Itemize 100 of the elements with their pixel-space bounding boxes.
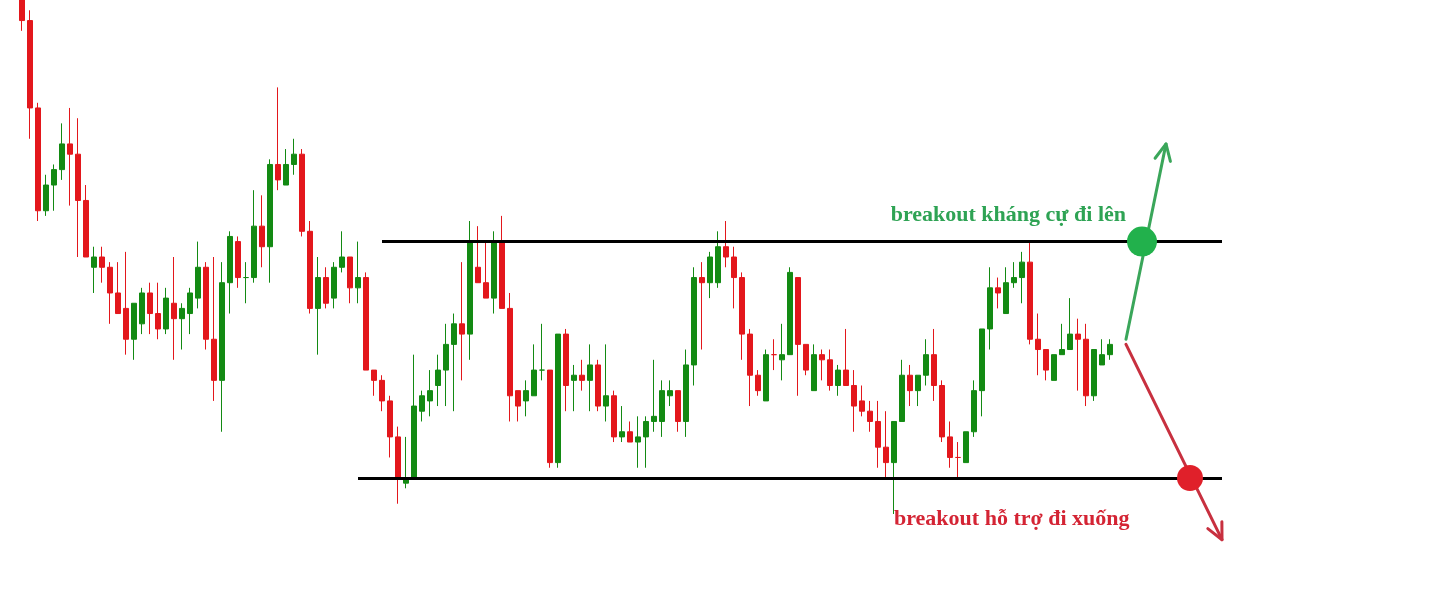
candlestick <box>435 354 441 407</box>
candlestick <box>1059 323 1065 356</box>
candlestick <box>275 86 281 191</box>
candlestick <box>531 343 537 397</box>
candlestick <box>843 328 849 386</box>
candlestick <box>571 364 577 412</box>
candlestick <box>251 189 257 284</box>
candlestick <box>1011 261 1017 289</box>
candlestick <box>27 9 33 140</box>
candlestick <box>171 256 177 361</box>
candlestick <box>219 261 225 433</box>
candlestick <box>755 369 761 397</box>
candlestick <box>323 266 329 309</box>
candlestick <box>483 241 489 299</box>
candlestick <box>587 343 593 412</box>
candlestick <box>163 287 169 335</box>
candlestick <box>611 390 617 443</box>
candlestick <box>99 246 105 284</box>
candlestick <box>179 302 185 351</box>
candlestick <box>67 107 73 207</box>
candlestick <box>331 261 337 309</box>
candlestick <box>43 174 49 217</box>
candlestick <box>451 313 457 412</box>
candlestick <box>379 374 385 412</box>
candlestick <box>827 349 833 392</box>
candlestick <box>235 235 241 289</box>
candlestick <box>707 251 713 299</box>
candlestick <box>1075 318 1081 392</box>
candlestick <box>419 390 425 422</box>
candlestick <box>363 271 369 371</box>
candlestick <box>427 369 433 417</box>
candlestick <box>547 369 553 469</box>
candlestick <box>443 323 449 407</box>
candlestick <box>723 220 729 268</box>
annotation: breakout hỗ trợ đi xuống <box>894 504 1130 530</box>
candlestick <box>763 349 769 402</box>
candlestick <box>107 261 113 325</box>
candlestick <box>515 390 521 422</box>
candlestick <box>739 271 745 361</box>
candlestick <box>507 292 513 422</box>
candlestick <box>563 328 569 412</box>
candlestick <box>603 343 609 422</box>
candlestick <box>155 282 161 340</box>
candlestick <box>1107 338 1113 361</box>
candlestick <box>947 420 953 469</box>
candlestick <box>395 426 401 505</box>
candlestick <box>651 359 657 433</box>
candlestick <box>987 266 993 351</box>
candlestick <box>915 374 921 407</box>
candlestick <box>83 184 89 258</box>
candlestick <box>1043 349 1049 381</box>
candlestick <box>931 328 937 402</box>
candlestick <box>539 323 545 381</box>
candlestick <box>635 415 641 469</box>
candlestick <box>1091 349 1097 402</box>
candlestick <box>243 261 249 304</box>
candlestick <box>819 349 825 381</box>
candlestick <box>491 230 497 315</box>
candlestick <box>579 359 585 392</box>
candlestick <box>267 158 273 284</box>
candlestick <box>595 359 601 412</box>
candlestick <box>1019 251 1025 304</box>
candlestick <box>747 328 753 407</box>
candlestick <box>883 410 889 479</box>
candlestick <box>555 333 561 469</box>
candlestick <box>627 420 633 443</box>
candlestick <box>675 390 681 433</box>
candlestick <box>971 379 977 438</box>
candlestick <box>355 241 361 304</box>
candlestick <box>731 246 737 309</box>
candlestick <box>787 266 793 356</box>
candlestick <box>347 256 353 304</box>
candlestick <box>779 323 785 381</box>
candlestick <box>291 138 297 176</box>
candlestick <box>139 287 145 335</box>
candlestick <box>619 405 625 443</box>
candlestick <box>283 148 289 186</box>
candlestick <box>123 251 129 356</box>
candlestick <box>1003 266 1009 315</box>
candlestick <box>979 328 985 417</box>
candlestick <box>195 241 201 309</box>
candlestick <box>1051 354 1057 381</box>
candlestick <box>691 266 697 386</box>
candlestick <box>955 441 961 479</box>
candlestick <box>299 148 305 237</box>
candlestick <box>803 343 809 376</box>
candlestick <box>659 379 665 438</box>
candlestick <box>91 246 97 294</box>
candlestick <box>851 369 857 433</box>
candlestick <box>307 220 313 315</box>
candlestick <box>1083 323 1089 407</box>
candlestick <box>51 163 57 212</box>
candlestick <box>795 277 801 397</box>
candlestick <box>467 220 473 361</box>
candlestick <box>835 364 841 397</box>
candlestick <box>131 302 137 361</box>
candlestick <box>211 256 217 402</box>
candlestick <box>643 415 649 469</box>
candlestick <box>115 261 121 315</box>
candlestick <box>923 338 929 386</box>
